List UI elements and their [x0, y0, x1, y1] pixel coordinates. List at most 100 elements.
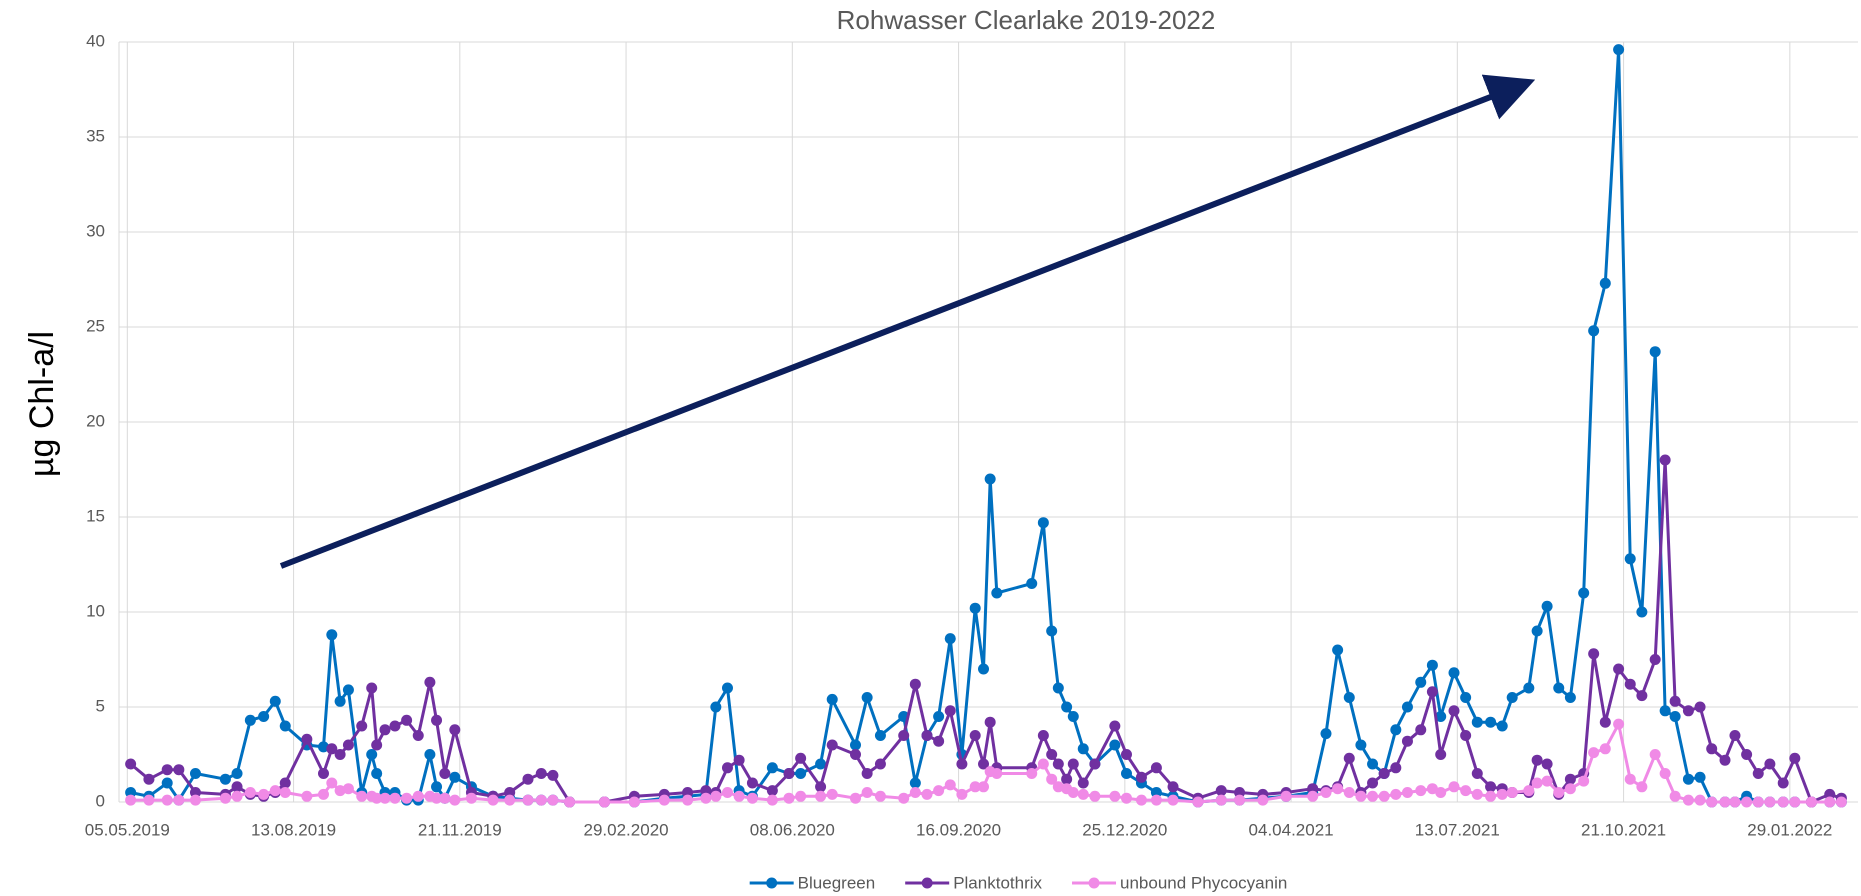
- data-point: [1506, 692, 1518, 703]
- data-point: [1390, 762, 1402, 774]
- data-point: [1052, 781, 1064, 793]
- data-point: [1435, 749, 1447, 760]
- series: [125, 718, 1847, 808]
- data-point: [984, 473, 996, 485]
- data-point: [143, 773, 155, 785]
- data-point: [1706, 796, 1718, 808]
- data-point: [424, 676, 436, 688]
- data-point: [342, 739, 354, 751]
- data-point: [535, 794, 547, 806]
- data-point: [1367, 777, 1379, 789]
- y-tick-label: 0: [96, 791, 105, 810]
- data-point: [1355, 790, 1367, 802]
- data-point: [1367, 790, 1379, 802]
- data-point: [439, 792, 451, 804]
- data-point: [258, 711, 270, 722]
- data-point: [1578, 587, 1590, 599]
- data-point: [1355, 739, 1367, 751]
- data-point: [1052, 682, 1064, 694]
- data-point: [1496, 720, 1508, 732]
- data-point: [1789, 796, 1801, 808]
- data-point: [334, 695, 346, 707]
- data-point: [1682, 773, 1694, 785]
- data-point: [1320, 787, 1332, 798]
- data-point: [1541, 775, 1553, 787]
- legend-marker: [921, 877, 933, 889]
- series: [125, 44, 1847, 808]
- data-point: [721, 787, 733, 798]
- data-point: [682, 794, 694, 806]
- data-point: [1624, 773, 1636, 785]
- data-point: [1390, 724, 1402, 736]
- data-point: [279, 720, 291, 732]
- data-point: [1067, 711, 1079, 722]
- data-point: [1061, 701, 1073, 713]
- data-point: [766, 762, 778, 774]
- data-point: [231, 768, 243, 779]
- data-point: [1553, 787, 1565, 798]
- series-line: [130, 48, 1842, 804]
- data-point: [1046, 625, 1058, 637]
- data-point: [746, 792, 758, 804]
- data-point: [1150, 762, 1162, 774]
- data-point: [1089, 758, 1101, 770]
- data-point: [721, 682, 733, 694]
- data-point: [412, 790, 424, 802]
- legend-label: unbound Phycocyanin: [1120, 873, 1287, 892]
- data-point: [1390, 788, 1402, 800]
- data-point: [1077, 777, 1089, 789]
- data-point: [1150, 787, 1162, 798]
- y-tick-label: 5: [96, 696, 105, 715]
- grid: 0 5 10 15 20 25 30 35 40 05.05.2019 13.08.2019 21.1…: [85, 31, 1858, 839]
- data-point: [366, 749, 378, 760]
- data-point: [1694, 794, 1706, 806]
- data-point: [522, 773, 534, 785]
- data-point: [334, 785, 346, 797]
- data-point: [1669, 695, 1681, 707]
- data-point: [1435, 787, 1447, 798]
- x-tick-label: 29.02.2020: [584, 820, 669, 839]
- y-tick-label: 15: [86, 506, 105, 525]
- data-point: [279, 777, 291, 789]
- legend-item: Bluegreen: [749, 873, 875, 892]
- data-point: [1280, 790, 1292, 802]
- data-point: [795, 768, 807, 779]
- data-point: [1649, 346, 1661, 358]
- data-point: [1343, 752, 1355, 764]
- data-point: [522, 794, 534, 806]
- data-point: [1401, 787, 1413, 798]
- data-point: [1167, 781, 1179, 793]
- data-point: [1729, 730, 1741, 741]
- data-point: [1367, 758, 1379, 770]
- data-point: [1636, 606, 1648, 618]
- data-point: [861, 692, 873, 703]
- data-point: [449, 724, 461, 736]
- data-point: [125, 787, 137, 798]
- data-point: [317, 768, 329, 779]
- data-point: [1037, 758, 1049, 770]
- data-point: [956, 758, 968, 770]
- data-point: [431, 781, 443, 793]
- data-point: [1426, 659, 1438, 671]
- data-point: [1541, 600, 1553, 612]
- data-point: [956, 788, 968, 800]
- data-point: [1120, 792, 1132, 804]
- y-tick-label: 30: [86, 221, 105, 240]
- data-point: [969, 781, 981, 793]
- data-point: [710, 701, 722, 713]
- data-point: [1120, 749, 1132, 760]
- data-point: [1234, 794, 1246, 806]
- data-point: [1789, 752, 1801, 764]
- legend-item: Planktothrix: [905, 873, 1043, 892]
- data-point: [1649, 749, 1661, 760]
- data-point: [909, 787, 921, 798]
- data-point: [371, 768, 383, 779]
- data-point: [1777, 796, 1789, 808]
- data-point: [944, 705, 956, 717]
- data-point: [783, 768, 795, 779]
- data-point: [1613, 663, 1625, 675]
- data-point: [1234, 787, 1246, 798]
- data-point: [401, 714, 413, 726]
- data-point: [1415, 676, 1427, 688]
- data-point: [1777, 777, 1789, 789]
